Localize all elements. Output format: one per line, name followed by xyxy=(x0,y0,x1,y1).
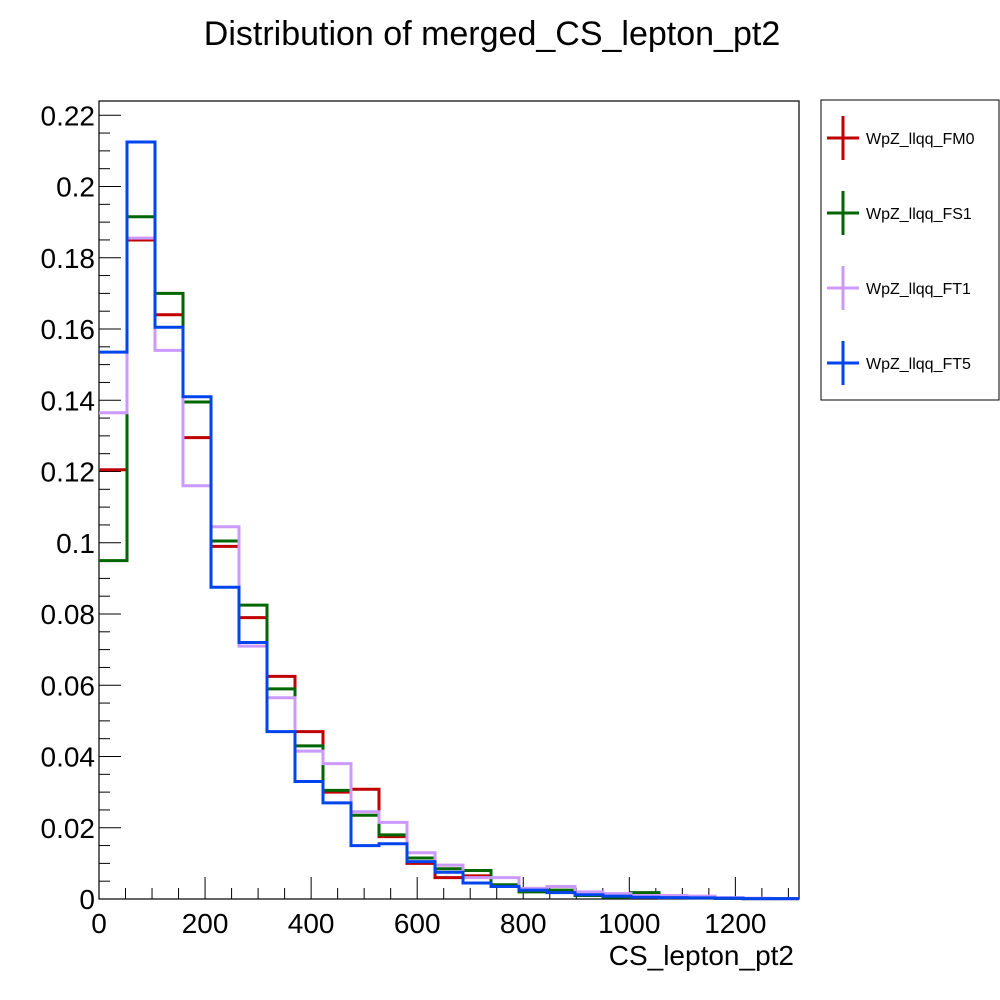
x-tick-label: 400 xyxy=(288,908,335,939)
x-tick-label: 800 xyxy=(500,908,547,939)
y-tick-label: 0 xyxy=(79,884,95,915)
legend-box xyxy=(820,99,1000,401)
y-tick-label: 0.1 xyxy=(56,528,95,559)
y-tick-label: 0.02 xyxy=(41,813,96,844)
legend-item: WpZ_llqq_FS1 xyxy=(827,191,972,235)
y-tick-label: 0.14 xyxy=(41,385,96,416)
y-tick-label: 0.18 xyxy=(41,243,96,274)
series-layer xyxy=(99,140,799,901)
y-tick-label: 0.22 xyxy=(41,100,96,131)
legend-item: WpZ_llqq_FT1 xyxy=(827,266,971,310)
legend-item: WpZ_llqq_FM0 xyxy=(827,116,975,160)
x-tick-label: 0 xyxy=(91,908,107,939)
legend: WpZ_llqq_FM0 WpZ_llqq_FS1 WpZ_llqq_FT1 WpZ_… xyxy=(820,99,1000,401)
series-WpZ_llqq_FT1-line xyxy=(99,236,799,901)
y-tick-label: 0.08 xyxy=(41,599,96,630)
legend-label: WpZ_llqq_FS1 xyxy=(866,206,972,223)
x-tick-label: 600 xyxy=(394,908,441,939)
y-tick-label: 0.06 xyxy=(41,670,96,701)
chart-title: Distribution of merged_CS_lepton_pt2 xyxy=(204,15,780,53)
y-tick-label: 0.04 xyxy=(41,742,96,773)
series-WpZ_llqq_FS1-line xyxy=(99,215,799,901)
x-tick-label: 200 xyxy=(182,908,229,939)
y-tick-label: 0.16 xyxy=(41,314,96,345)
y-axis: 0 0.02 0.04 0.06 0.08 0.1 0.12 0.14 0.16 0.18 0.2 0… xyxy=(41,100,121,915)
series-WpZ_llqq_FM0-line xyxy=(99,238,799,901)
legend-label: WpZ_llqq_FM0 xyxy=(866,131,975,148)
series-WpZ_llqq_FT5-line xyxy=(99,140,799,901)
legend-label: WpZ_llqq_FT1 xyxy=(866,281,971,298)
x-axis: 0 200 400 600 800 1000 1200 xyxy=(91,877,789,939)
y-tick-label: 0.12 xyxy=(41,457,96,488)
x-axis-label: CS_lepton_pt2 xyxy=(609,940,794,971)
y-tick-label: 0.2 xyxy=(56,172,95,203)
legend-label: WpZ_llqq_FT5 xyxy=(866,356,971,373)
x-tick-label: 1200 xyxy=(704,908,766,939)
plot-frame xyxy=(98,100,800,900)
x-tick-label: 1000 xyxy=(598,908,660,939)
legend-item: WpZ_llqq_FT5 xyxy=(827,341,971,385)
